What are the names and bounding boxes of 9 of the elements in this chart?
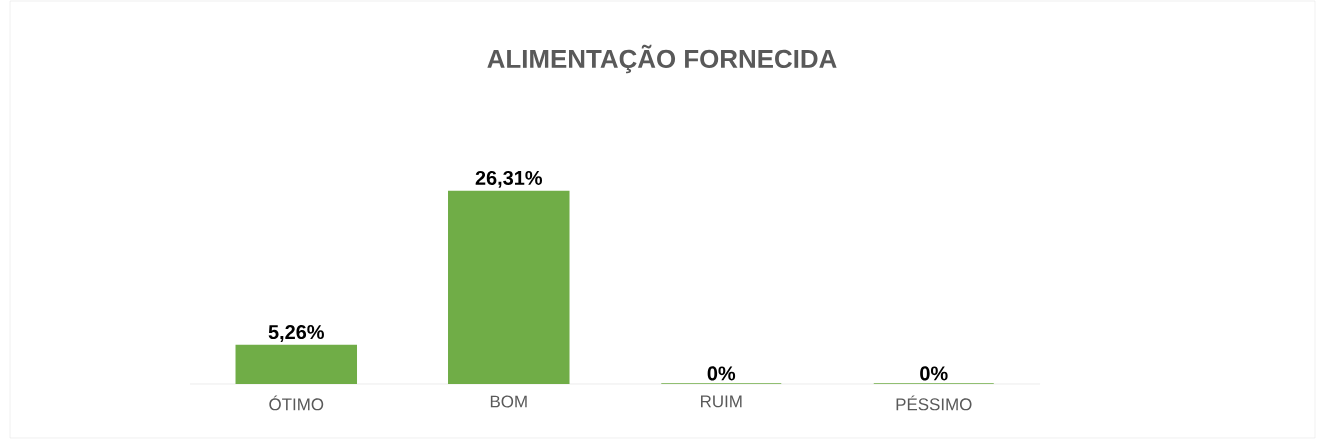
data-label: 0%	[920, 366, 948, 381]
x-tick-label: PÉSSIMO	[896, 395, 972, 411]
x-tick-label: ÓTIMO	[269, 395, 324, 411]
data-label: 0%	[707, 366, 736, 381]
data-label: 26,31%	[475, 170, 543, 188]
x-tick-label: BOM	[490, 395, 527, 408]
data-label: 5,26%	[268, 324, 324, 342]
chart-title: ALIMENTAÇÃO FORNECIDA	[487, 44, 837, 74]
x-tick-label: RUIM	[701, 395, 742, 408]
